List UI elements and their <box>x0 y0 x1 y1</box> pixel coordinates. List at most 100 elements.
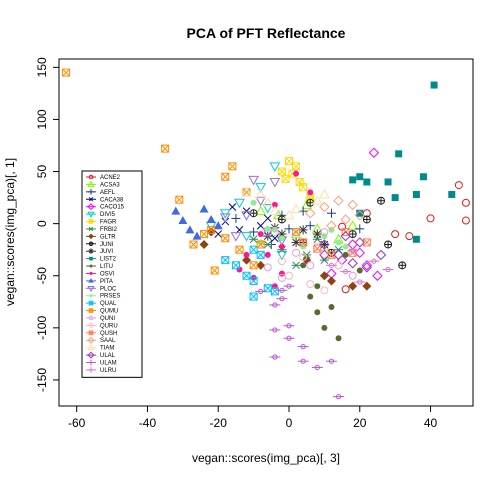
data-point <box>354 247 365 259</box>
legend-symbol <box>88 241 94 247</box>
data-point <box>242 271 251 280</box>
data-point <box>278 243 285 250</box>
data-point <box>249 245 258 254</box>
data-point <box>348 281 358 291</box>
legend-symbol <box>88 189 94 195</box>
legend-symbol <box>87 286 95 293</box>
data-point <box>361 262 373 273</box>
legend-label: GLTR <box>100 234 116 240</box>
x-tick-label: 20 <box>353 416 367 430</box>
data-point <box>293 170 300 177</box>
data-point <box>270 234 279 243</box>
legend-item: PLOC <box>86 286 117 292</box>
data-point <box>290 203 302 214</box>
data-point <box>412 190 420 198</box>
data-point <box>263 214 272 223</box>
legend-symbol <box>88 367 94 373</box>
legend-symbol <box>87 211 95 218</box>
data-point <box>192 231 202 240</box>
data-point <box>314 309 321 316</box>
data-point <box>372 270 383 281</box>
legend-symbol <box>88 359 94 366</box>
data-point <box>395 150 403 158</box>
data-point <box>342 251 349 258</box>
data-point <box>277 257 286 266</box>
data-point <box>384 178 392 186</box>
legend-label: QUAL <box>100 301 117 307</box>
y-tick-label: 150 <box>35 57 49 77</box>
data-point <box>276 287 288 293</box>
data-point <box>292 162 301 171</box>
data-point <box>255 183 267 193</box>
data-point <box>207 225 216 234</box>
data-point <box>300 262 307 269</box>
legend-label: LIST2 <box>100 257 117 263</box>
legend-label: QUSH <box>100 331 117 337</box>
legend-symbol <box>87 343 95 350</box>
data-point <box>320 227 329 236</box>
legend-item: QUMU <box>86 308 118 315</box>
data-point <box>255 288 267 294</box>
x-tick-label: -40 <box>139 416 157 430</box>
data-point <box>255 188 267 199</box>
x-tick-label: 40 <box>424 416 438 430</box>
legend-symbol <box>87 203 95 211</box>
series-qual <box>221 245 279 301</box>
data-point <box>235 245 244 254</box>
data-point <box>276 296 288 302</box>
data-point <box>214 230 223 238</box>
legend-label: FRBI2 <box>100 227 118 233</box>
legend-item: CACO15 <box>86 203 125 211</box>
legend-item: QUAL <box>86 300 117 307</box>
data-point <box>398 261 407 270</box>
data-point <box>297 344 309 350</box>
data-point <box>302 251 312 259</box>
data-point <box>278 235 285 242</box>
data-point <box>249 276 258 285</box>
data-point <box>255 196 267 207</box>
x-tick-label: -20 <box>210 416 228 430</box>
data-point <box>340 268 352 275</box>
data-point <box>292 227 301 236</box>
data-point <box>361 260 373 271</box>
legend-symbol <box>88 323 94 328</box>
data-point <box>305 221 315 231</box>
data-point <box>249 261 258 270</box>
data-point <box>319 271 329 281</box>
x-tick-label: -60 <box>68 416 86 430</box>
legend-symbol <box>89 294 93 298</box>
legend-symbol <box>88 197 94 202</box>
data-point <box>382 266 394 273</box>
data-point <box>362 215 371 224</box>
data-point <box>285 271 293 280</box>
data-point <box>368 147 380 158</box>
data-point <box>349 176 357 184</box>
data-point <box>356 209 364 217</box>
data-point <box>355 224 365 234</box>
x-axis: -60 -40 -20 0 20 40 <box>68 405 438 430</box>
legend-item: ACNE2 <box>86 174 121 181</box>
data-point <box>210 266 219 275</box>
legend-item: FRBI2 <box>86 226 118 233</box>
data-point <box>328 304 335 310</box>
data-point <box>299 238 308 247</box>
data-point <box>419 173 427 181</box>
data-point <box>307 293 314 300</box>
data-point <box>307 189 314 196</box>
data-point <box>221 172 230 181</box>
data-point <box>319 239 330 250</box>
data-point <box>319 249 330 261</box>
data-point <box>249 292 258 301</box>
data-point <box>199 204 209 213</box>
series-pita <box>171 204 223 240</box>
data-point <box>426 214 435 223</box>
data-point <box>314 283 321 290</box>
legend-symbol <box>87 180 95 187</box>
legend-symbol <box>88 278 94 283</box>
data-point <box>277 167 286 176</box>
data-point <box>321 324 328 331</box>
data-point <box>271 201 278 208</box>
legend-symbol <box>87 351 95 359</box>
legend-item: LITU <box>86 264 113 270</box>
